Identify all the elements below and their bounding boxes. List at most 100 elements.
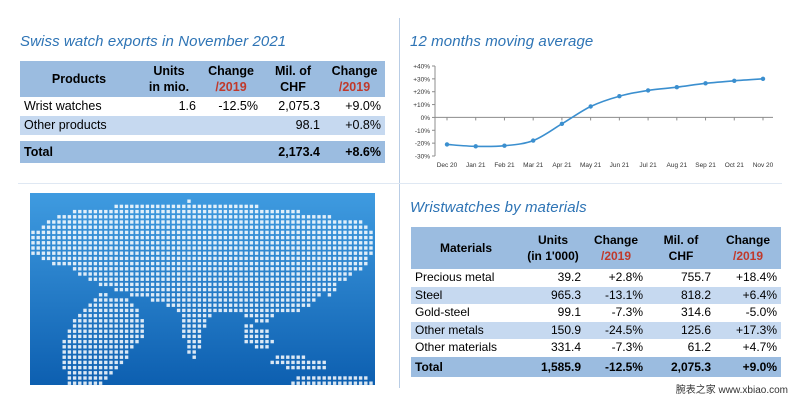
map-dot [124,324,129,328]
map-dot [119,272,124,276]
map-dot [161,209,165,214]
map-dot [213,267,217,271]
map-dot [140,261,144,266]
map-dot [83,355,87,359]
map-dot [98,303,103,307]
map-dot [161,256,165,261]
map-dot [114,235,118,240]
map-dot [202,319,207,323]
map-dot [135,256,139,261]
map-dot [161,241,165,245]
map-dot [62,246,66,250]
map-dot [72,209,77,214]
row-change-units: -13.1% [585,286,647,304]
map-dot [104,303,108,307]
map-dot [202,277,207,281]
map-dot [239,251,243,255]
map-dot [93,371,98,375]
map-dot [52,261,56,266]
map-dot [98,371,103,375]
map-dot [171,298,176,302]
vertical-divider [399,18,400,388]
map-dot [223,261,228,266]
map-dot [213,209,217,214]
map-dot [343,376,347,380]
map-dot [254,339,259,344]
map-dot [52,251,56,255]
map-dot [192,313,196,318]
map-dot [119,277,124,281]
map-dot [140,293,144,297]
map-dot [317,256,321,261]
map-dot [104,365,108,370]
map-dot [119,339,124,344]
map-dot [114,345,118,349]
map-dot [265,298,269,302]
map-dot [88,360,92,365]
map-dot [135,204,139,209]
total-change-units: -12.5% [585,356,647,377]
map-dot [36,251,40,255]
map-dot [312,282,316,287]
map-dot [83,365,87,370]
map-dot [187,272,191,276]
map-dot [239,298,243,302]
map-dot [93,246,98,250]
map-dot [150,235,155,240]
map-dot [202,293,207,297]
map-dot [286,267,290,271]
map-dot [249,277,254,281]
map-dot [244,230,248,235]
map-dot [265,282,269,287]
map-dot [338,251,342,255]
map-dot [62,235,66,240]
map-dot [52,235,56,240]
map-dot [223,204,228,209]
map-dot [187,199,191,203]
map-dot [119,355,124,359]
map-dot [41,235,46,240]
map-dot [109,220,113,224]
map-dot [234,298,238,302]
map-dot [332,381,337,385]
map-dot [104,350,108,354]
map-dot [317,293,321,297]
map-dot [218,303,222,307]
map-dot [202,241,207,245]
map-dot [249,324,254,328]
map-dot [124,334,129,339]
map-dot [348,241,352,245]
map-dot [202,272,207,276]
map-dot [338,220,342,224]
map-dot [88,324,92,328]
map-dot [249,241,254,245]
map-dot [244,235,248,240]
map-dot [270,251,274,255]
map-dot [197,339,202,344]
map-dot [124,282,129,287]
map-dot [46,235,51,240]
map-dot [150,282,155,287]
map-dot [249,282,254,287]
map-dot [197,204,202,209]
map-dot [301,256,306,261]
map-dot [130,272,134,276]
map-dot [67,230,72,235]
map-dot [192,298,196,302]
map-dot [265,319,269,323]
map-dot [343,267,347,271]
map-dot [348,246,352,250]
map-dot [88,345,92,349]
map-dot [244,225,248,229]
map-dot [275,209,280,214]
map-dot [130,215,134,219]
map-dot [239,215,243,219]
map-dot [197,329,202,333]
data-point [588,104,593,109]
map-dot [176,230,181,235]
map-dot [270,235,274,240]
map-dot [119,303,124,307]
map-dot [67,360,72,365]
map-dot [156,251,160,255]
map-dot [88,209,92,214]
